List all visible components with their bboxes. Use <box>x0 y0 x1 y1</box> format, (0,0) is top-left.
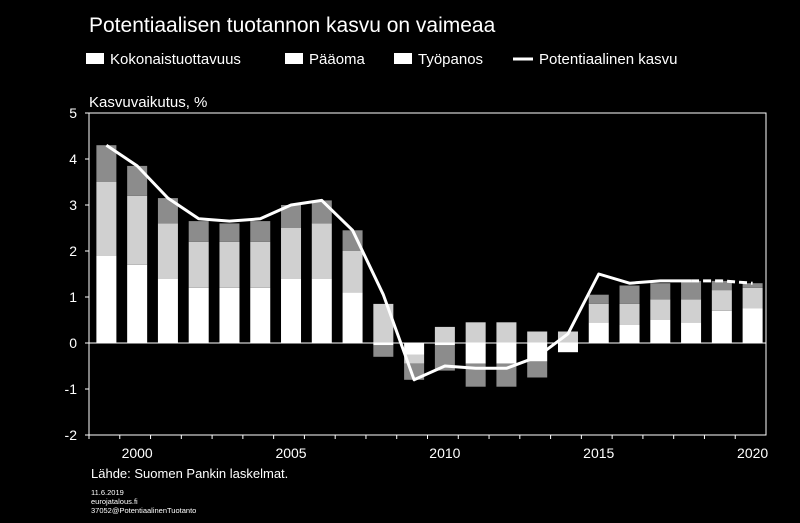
bar-työpanos-2000 <box>127 165 148 196</box>
bar-kokonaistuottavuus-2012 <box>496 343 517 364</box>
bar-kokonaistuottavuus-2011 <box>465 343 486 364</box>
bar-kokonaistuottavuus-2015 <box>588 322 609 343</box>
bar-kokonaistuottavuus-2005 <box>281 278 302 343</box>
bar-pääoma-2012 <box>496 322 517 343</box>
footer-code: 37052@PotentiaalinenTuotanto <box>91 506 196 515</box>
y-tick-label: 4 <box>69 151 77 167</box>
bar-pääoma-2001 <box>157 223 178 279</box>
bar-kokonaistuottavuus-2006 <box>311 278 332 343</box>
bar-pääoma-2013 <box>527 331 548 343</box>
bar-pääoma-2000 <box>127 195 148 265</box>
y-axis-label: Kasvuvaikutus, % <box>89 94 207 111</box>
bar-kokonaistuottavuus-2019 <box>711 310 732 343</box>
legend-swatch-kokonaistuottavuus <box>86 53 104 64</box>
bar-pääoma-2019 <box>711 290 732 311</box>
bar-pääoma-2017 <box>650 299 671 320</box>
potential-growth-line-forecast <box>691 279 753 285</box>
legend-label-paaoma: Pääoma <box>309 51 366 68</box>
bar-pääoma-2007 <box>342 251 363 293</box>
legend-swatch-paaoma <box>285 53 303 64</box>
y-tick-label: -1 <box>65 381 78 397</box>
bar-kokonaistuottavuus-2013 <box>527 343 548 362</box>
bar-kokonaistuottavuus-2017 <box>650 320 671 343</box>
bar-kokonaistuottavuus-2020 <box>742 308 763 343</box>
footer-site: eurojatalous.fi <box>91 497 138 506</box>
bar-kokonaistuottavuus-2010 <box>434 343 455 346</box>
bar-kokonaistuottavuus-2001 <box>157 278 178 343</box>
bar-pääoma-2016 <box>619 303 640 325</box>
bar-kokonaistuottavuus-2008 <box>373 343 394 346</box>
potential-growth-line <box>105 143 753 382</box>
potential-growth-line-solid <box>105 143 692 382</box>
bar-pääoma-2004 <box>250 241 271 288</box>
y-tick-label: 0 <box>69 335 77 351</box>
source-note: Lähde: Suomen Pankin laskelmat. <box>91 466 288 481</box>
y-tick-label: 5 <box>69 105 77 121</box>
bar-pääoma-2014 <box>557 331 578 343</box>
bar-kokonaistuottavuus-2009 <box>404 343 425 355</box>
y-tick-label: 3 <box>69 197 77 213</box>
bar-pääoma-2002 <box>188 241 209 288</box>
legend: Kokonaistuottavuus Pääoma Työpanos Poten… <box>86 51 677 68</box>
bar-pääoma-2003 <box>219 241 240 288</box>
bar-työpanos-2015 <box>588 294 609 304</box>
legend-label-tyopanos: Työpanos <box>418 51 483 68</box>
bar-työpanos-2013 <box>527 361 548 378</box>
bar-pääoma-2005 <box>281 228 302 279</box>
bar-pääoma-2008 <box>373 303 394 343</box>
bar-työpanos-2019 <box>711 280 732 291</box>
bar-pääoma-2011 <box>465 322 486 343</box>
bar-työpanos-2004 <box>250 221 271 242</box>
bar-työpanos-2020 <box>742 283 763 288</box>
bar-kokonaistuottavuus-2003 <box>219 287 240 343</box>
bar-kokonaistuottavuus-1999 <box>96 255 117 343</box>
bar-työpanos-2003 <box>219 223 240 242</box>
y-tick-label: -2 <box>65 427 78 443</box>
bar-työpanos-2010 <box>434 345 455 371</box>
legend-swatch-tyopanos <box>394 53 412 64</box>
bar-työpanos-2006 <box>311 200 332 224</box>
bar-pääoma-2015 <box>588 303 609 323</box>
bar-pääoma-2020 <box>742 287 763 309</box>
bar-työpanos-2017 <box>650 283 671 300</box>
bar-kokonaistuottavuus-2004 <box>250 287 271 343</box>
bar-kokonaistuottavuus-2018 <box>681 322 702 343</box>
bar-pääoma-2009 <box>404 354 425 364</box>
bar-työpanos-2018 <box>681 280 702 300</box>
x-tick-label: 2010 <box>429 445 460 461</box>
bar-työpanos-1999 <box>96 145 117 182</box>
bar-työpanos-2002 <box>188 221 209 242</box>
bar-kokonaistuottavuus-2007 <box>342 292 363 343</box>
bar-työpanos-2001 <box>157 198 178 224</box>
bar-pääoma-2006 <box>311 223 332 279</box>
bar-kokonaistuottavuus-2016 <box>619 324 640 343</box>
bar-pääoma-1999 <box>96 182 117 256</box>
bar-kokonaistuottavuus-2002 <box>188 287 209 343</box>
bar-pääoma-2018 <box>681 299 702 323</box>
y-tick-label: 2 <box>69 243 77 259</box>
x-tick-label: 2015 <box>583 445 614 461</box>
chart-title: Potentiaalisen tuotannon kasvu on vaimea… <box>89 14 496 37</box>
ticks: 5 4 3 2 1 0 -1 -2 2000 2005 2010 2015 2020 <box>65 105 769 461</box>
bar-kokonaistuottavuus-2000 <box>127 264 148 343</box>
x-tick-label: 2020 <box>737 445 768 461</box>
bar-työpanos-2007 <box>342 230 363 251</box>
bars <box>96 145 763 387</box>
bar-pääoma-2010 <box>434 326 455 343</box>
bar-kokonaistuottavuus-2014 <box>557 343 578 353</box>
legend-label-kokonaistuottavuus: Kokonaistuottavuus <box>110 51 241 68</box>
bar-työpanos-2016 <box>619 285 640 304</box>
legend-label-potentiaalinen-kasvu: Potentiaalinen kasvu <box>539 51 677 68</box>
bar-työpanos-2008 <box>373 345 394 357</box>
x-tick-label: 2005 <box>275 445 306 461</box>
x-tick-label: 2000 <box>122 445 153 461</box>
y-tick-label: 1 <box>69 289 77 305</box>
footer-date: 11.6.2019 <box>91 488 124 497</box>
bar-työpanos-2005 <box>281 205 302 228</box>
